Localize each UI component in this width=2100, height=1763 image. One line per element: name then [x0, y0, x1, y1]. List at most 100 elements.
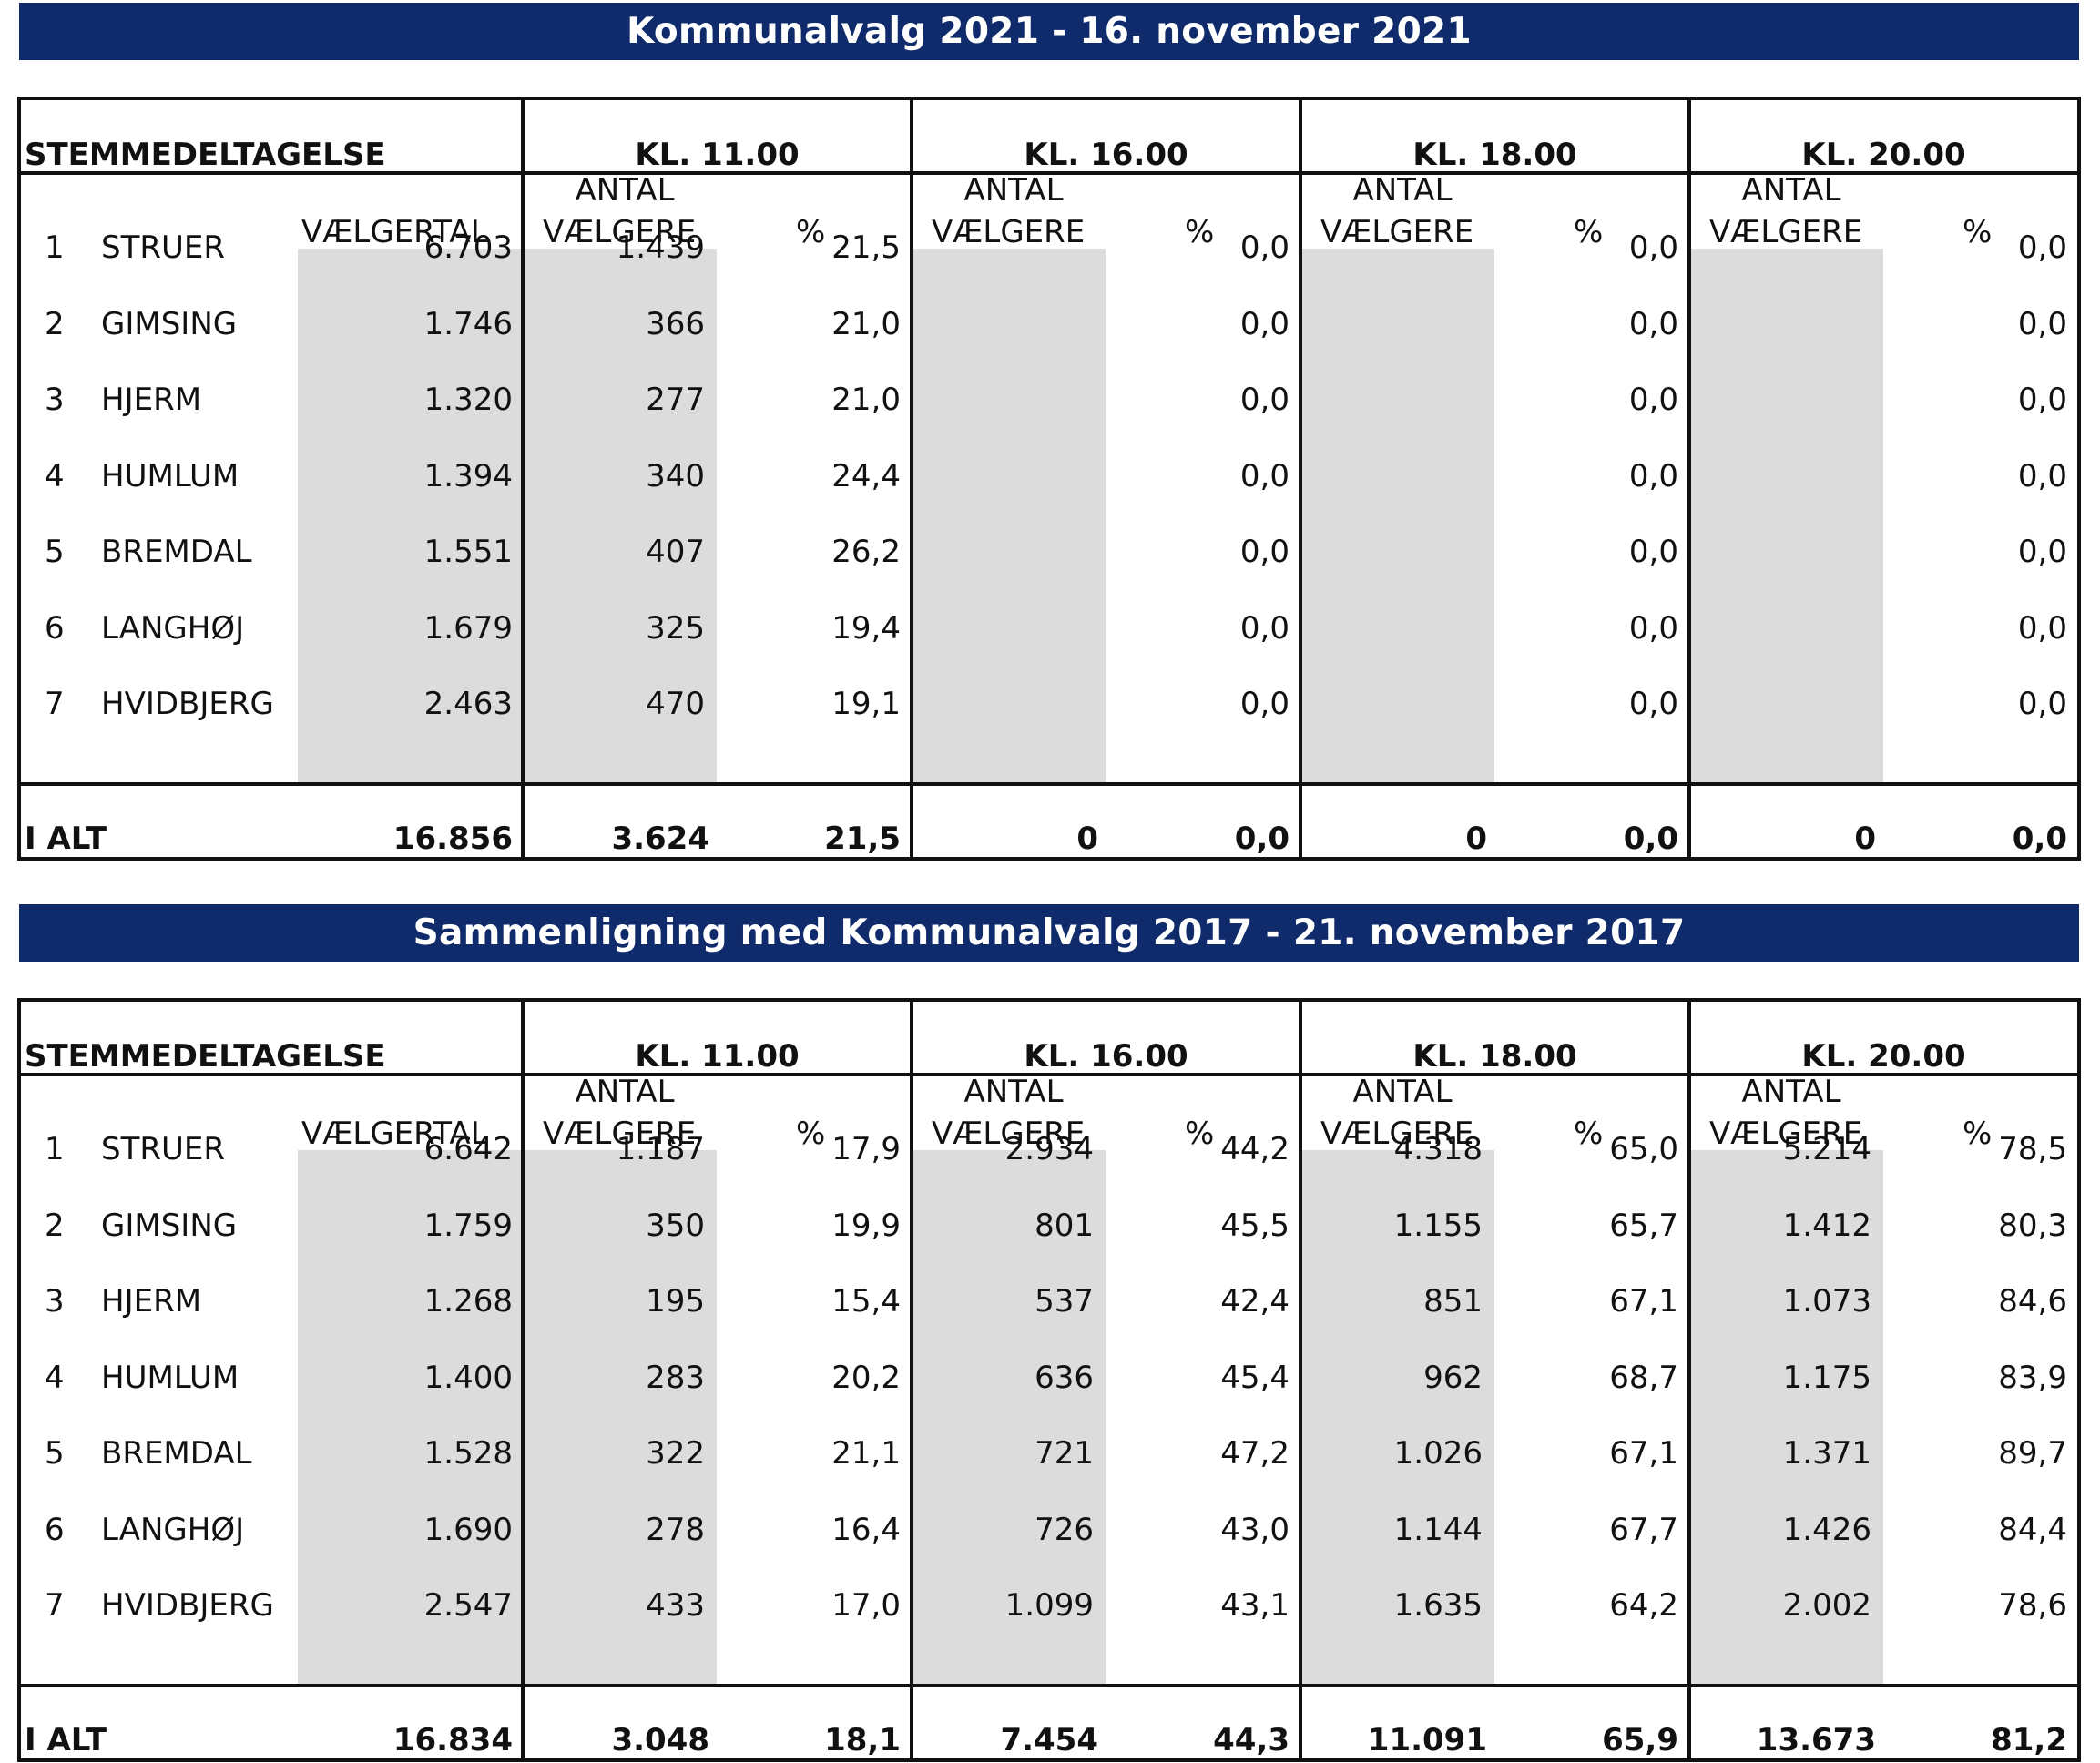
percent-cell: 21,5	[831, 229, 901, 266]
column-divider	[1299, 97, 1302, 861]
district-name: STRUER	[101, 1131, 225, 1167]
turnout-table-block: STEMMEDELTAGELSE KL. 11.00 KL. 16.00 KL. 18…	[17, 97, 2081, 861]
antal-cell: 1.155	[1393, 1207, 1483, 1244]
vaelgere-header: VÆLGERE	[543, 214, 697, 250]
antal-cell: 350	[646, 1207, 705, 1244]
percent-cell: 84,4	[1998, 1511, 2067, 1548]
total-rule	[17, 1684, 2081, 1687]
antal-header: ANTAL	[1352, 172, 1453, 209]
percent-cell: 0,0	[2017, 534, 2067, 570]
percent-cell: 0,0	[2017, 229, 2067, 266]
shaded-column	[298, 249, 532, 782]
percent-cell: 0,0	[1628, 382, 1678, 418]
voter-count-header: VÆLGERTAL	[301, 1116, 488, 1152]
vaelgere-header: VÆLGERE	[1709, 1116, 1863, 1152]
time-column-header: KL. 11.00	[635, 1038, 800, 1075]
district-name: BREMDAL	[101, 1435, 252, 1472]
section-banner: Sammenligning med Kommunalvalg 2017 - 21…	[19, 904, 2079, 962]
percent-header: %	[796, 1116, 826, 1152]
percent-cell: 84,6	[1998, 1283, 2067, 1320]
voter-count: 1.746	[423, 305, 513, 342]
percent-cell: 0,0	[2017, 305, 2067, 342]
shaded-column	[298, 1150, 532, 1684]
antal-cell: 1.099	[1004, 1587, 1094, 1624]
district-name: HUMLUM	[101, 1359, 240, 1396]
total-percent-cell: 21,5	[824, 820, 901, 857]
percent-cell: 21,0	[831, 382, 901, 418]
percent-cell: 78,5	[1998, 1131, 2067, 1167]
total-rule	[17, 782, 2081, 786]
total-label: I ALT	[25, 1722, 107, 1758]
district-name: HJERM	[101, 1283, 202, 1320]
percent-header: %	[1962, 1116, 1993, 1152]
percent-header: %	[796, 214, 826, 250]
antal-cell: 322	[646, 1435, 705, 1472]
percent-header: %	[1574, 1116, 1604, 1152]
turnout-table	[17, 97, 2081, 861]
voter-count: 1.759	[423, 1207, 513, 1244]
column-divider	[1687, 97, 1691, 861]
time-column-header: KL. 16.00	[1024, 1038, 1188, 1075]
vaelgere-header: VÆLGERE	[932, 1116, 1086, 1152]
total-percent-cell: 44,3	[1213, 1722, 1290, 1758]
percent-cell: 0,0	[1239, 382, 1290, 418]
shaded-column	[912, 1150, 1106, 1684]
column-divider	[1299, 998, 1302, 1762]
time-column-header: KL. 11.00	[635, 137, 800, 173]
percent-cell: 83,9	[1998, 1359, 2067, 1396]
vaelgere-header: VÆLGERE	[932, 214, 1086, 250]
percent-cell: 67,7	[1609, 1511, 1678, 1548]
shaded-column	[1689, 249, 1883, 782]
time-column-header: KL. 20.00	[1801, 137, 1966, 173]
section-banner: Kommunalvalg 2021 - 16. november 2021	[19, 3, 2079, 60]
antal-header: ANTAL	[1741, 1074, 1841, 1110]
row-number: 4	[45, 1359, 65, 1396]
percent-cell: 26,2	[831, 534, 901, 570]
percent-header: %	[1962, 214, 1993, 250]
row-number: 1	[45, 1131, 65, 1167]
antal-header: ANTAL	[575, 1074, 675, 1110]
percent-cell: 0,0	[1628, 305, 1678, 342]
district-name: GIMSING	[101, 1207, 238, 1244]
antal-header: ANTAL	[963, 1074, 1064, 1110]
header-rule	[17, 1073, 2081, 1076]
voter-count: 1.394	[423, 457, 513, 494]
percent-header: %	[1574, 214, 1604, 250]
total-voter-count: 16.834	[392, 1722, 513, 1758]
total-antal-cell: 11.091	[1367, 1722, 1487, 1758]
antal-cell: 283	[646, 1359, 705, 1396]
total-antal-cell: 3.048	[611, 1722, 709, 1758]
antal-cell: 340	[646, 457, 705, 494]
antal-cell: 2.934	[1004, 1131, 1094, 1167]
district-name: HJERM	[101, 382, 202, 418]
table-title: STEMMEDELTAGELSE	[25, 1038, 386, 1075]
antal-cell: 537	[1035, 1283, 1094, 1320]
voter-count: 6.703	[423, 229, 513, 266]
antal-header: ANTAL	[1741, 172, 1841, 209]
voter-count: 1.679	[423, 609, 513, 647]
row-number: 3	[45, 382, 65, 418]
district-name: HVIDBJERG	[101, 686, 274, 722]
percent-cell: 43,0	[1220, 1511, 1290, 1548]
antal-header: ANTAL	[575, 172, 675, 209]
percent-cell: 44,2	[1220, 1131, 1290, 1167]
percent-cell: 21,1	[831, 1435, 901, 1472]
row-number: 5	[45, 534, 65, 570]
shaded-column	[523, 249, 717, 782]
antal-cell: 1.439	[616, 229, 705, 266]
antal-cell: 278	[646, 1511, 705, 1548]
percent-cell: 45,4	[1220, 1359, 1290, 1396]
percent-cell: 67,1	[1609, 1435, 1678, 1472]
vaelgere-header: VÆLGERE	[1709, 214, 1863, 250]
antal-cell: 1.426	[1782, 1511, 1871, 1548]
percent-cell: 0,0	[2017, 609, 2067, 647]
column-divider	[521, 97, 525, 861]
antal-header: ANTAL	[963, 172, 1064, 209]
percent-header: %	[1185, 1116, 1215, 1152]
total-percent-cell: 0,0	[1234, 820, 1290, 857]
percent-cell: 89,7	[1998, 1435, 2067, 1472]
percent-header: %	[1185, 214, 1215, 250]
percent-cell: 0,0	[1239, 609, 1290, 647]
percent-cell: 45,5	[1220, 1207, 1290, 1244]
row-number: 3	[45, 1283, 65, 1320]
